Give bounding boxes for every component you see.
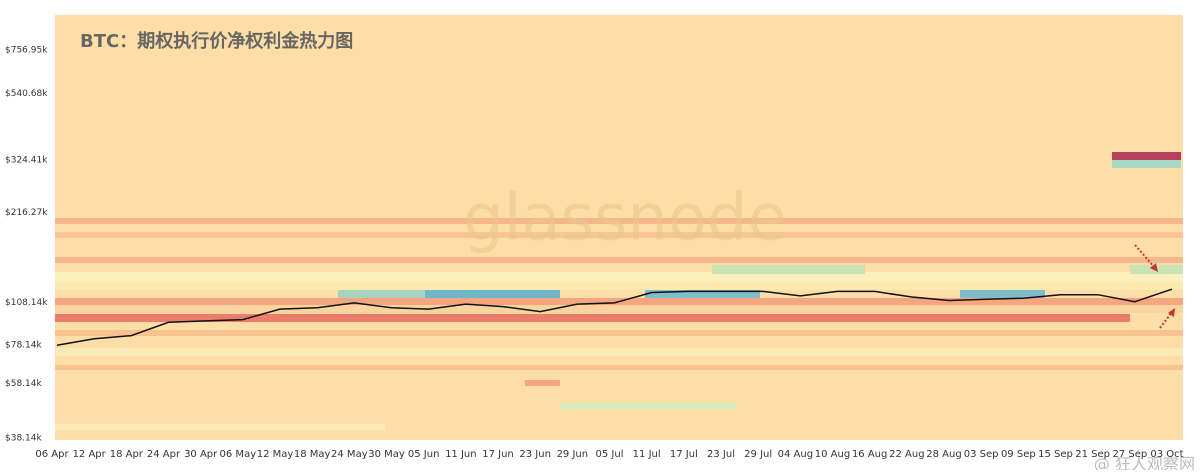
x-tick-label: 05 Jun [408,449,440,460]
x-tick-label: 05 Jul [596,449,624,460]
x-tick-label: 29 Jul [744,449,772,460]
x-tick-label: 12 Apr [73,449,107,460]
heatmap [55,15,1183,440]
x-tick-label: 10 Aug [815,449,850,460]
x-tick-label: 09 Sep [1001,449,1036,460]
x-tick-label: 18 Apr [110,449,144,460]
x-tick-label: 06 May [220,449,257,460]
x-tick-label: 04 Aug [778,449,813,460]
x-tick-label: 22 Aug [889,449,924,460]
x-tick-label: 17 Jun [482,449,514,460]
y-tick-label: $108.14k [5,298,48,308]
y-tick-label: $324.41k [5,155,48,165]
x-tick-label: 24 May [331,449,368,460]
chart-title: BTC：期权执行价净权利金热力图 [80,30,353,52]
x-tick-label: 11 Jul [633,449,661,460]
x-tick-label: 30 May [368,449,405,460]
x-tick-label: 28 Aug [926,449,961,460]
x-tick-label: 03 Sep [964,449,999,460]
x-tick-label: 17 Jul [670,449,698,460]
x-tick-label: 21 Sep [1075,449,1110,460]
x-tick-label: 12 May [257,449,294,460]
x-tick-label: 23 Jul [707,449,735,460]
y-tick-label: $78.14k [5,340,42,350]
y-tick-label: $216.27k [5,208,48,218]
y-tick-label: $38.14k [5,434,42,444]
y-tick-label: $540.68k [5,89,48,99]
x-tick-label: 24 Apr [147,449,181,460]
x-tick-label: 27 Sep [1112,449,1147,460]
credit: @ 狂人观察网 [1094,455,1195,471]
watermark: glassnode [463,182,787,256]
y-tick-label: $756.95k [5,45,48,55]
x-tick-label: 30 Apr [184,449,218,460]
annotation-arrows [1134,244,1175,329]
x-tick-label: 06 Apr [35,449,69,460]
x-tick-label: 23 Jun [519,449,551,460]
x-tick-label: 03 Oct [1150,449,1183,460]
price-line [56,288,1173,346]
x-tick-label: 29 Jun [557,449,589,460]
x-tick-label: 11 Jun [445,449,477,460]
x-tick-label: 16 Aug [852,449,887,460]
x-tick-label: 18 May [294,449,331,460]
x-tick-label: 15 Sep [1038,449,1073,460]
y-tick-label: $58.14k [5,379,42,389]
